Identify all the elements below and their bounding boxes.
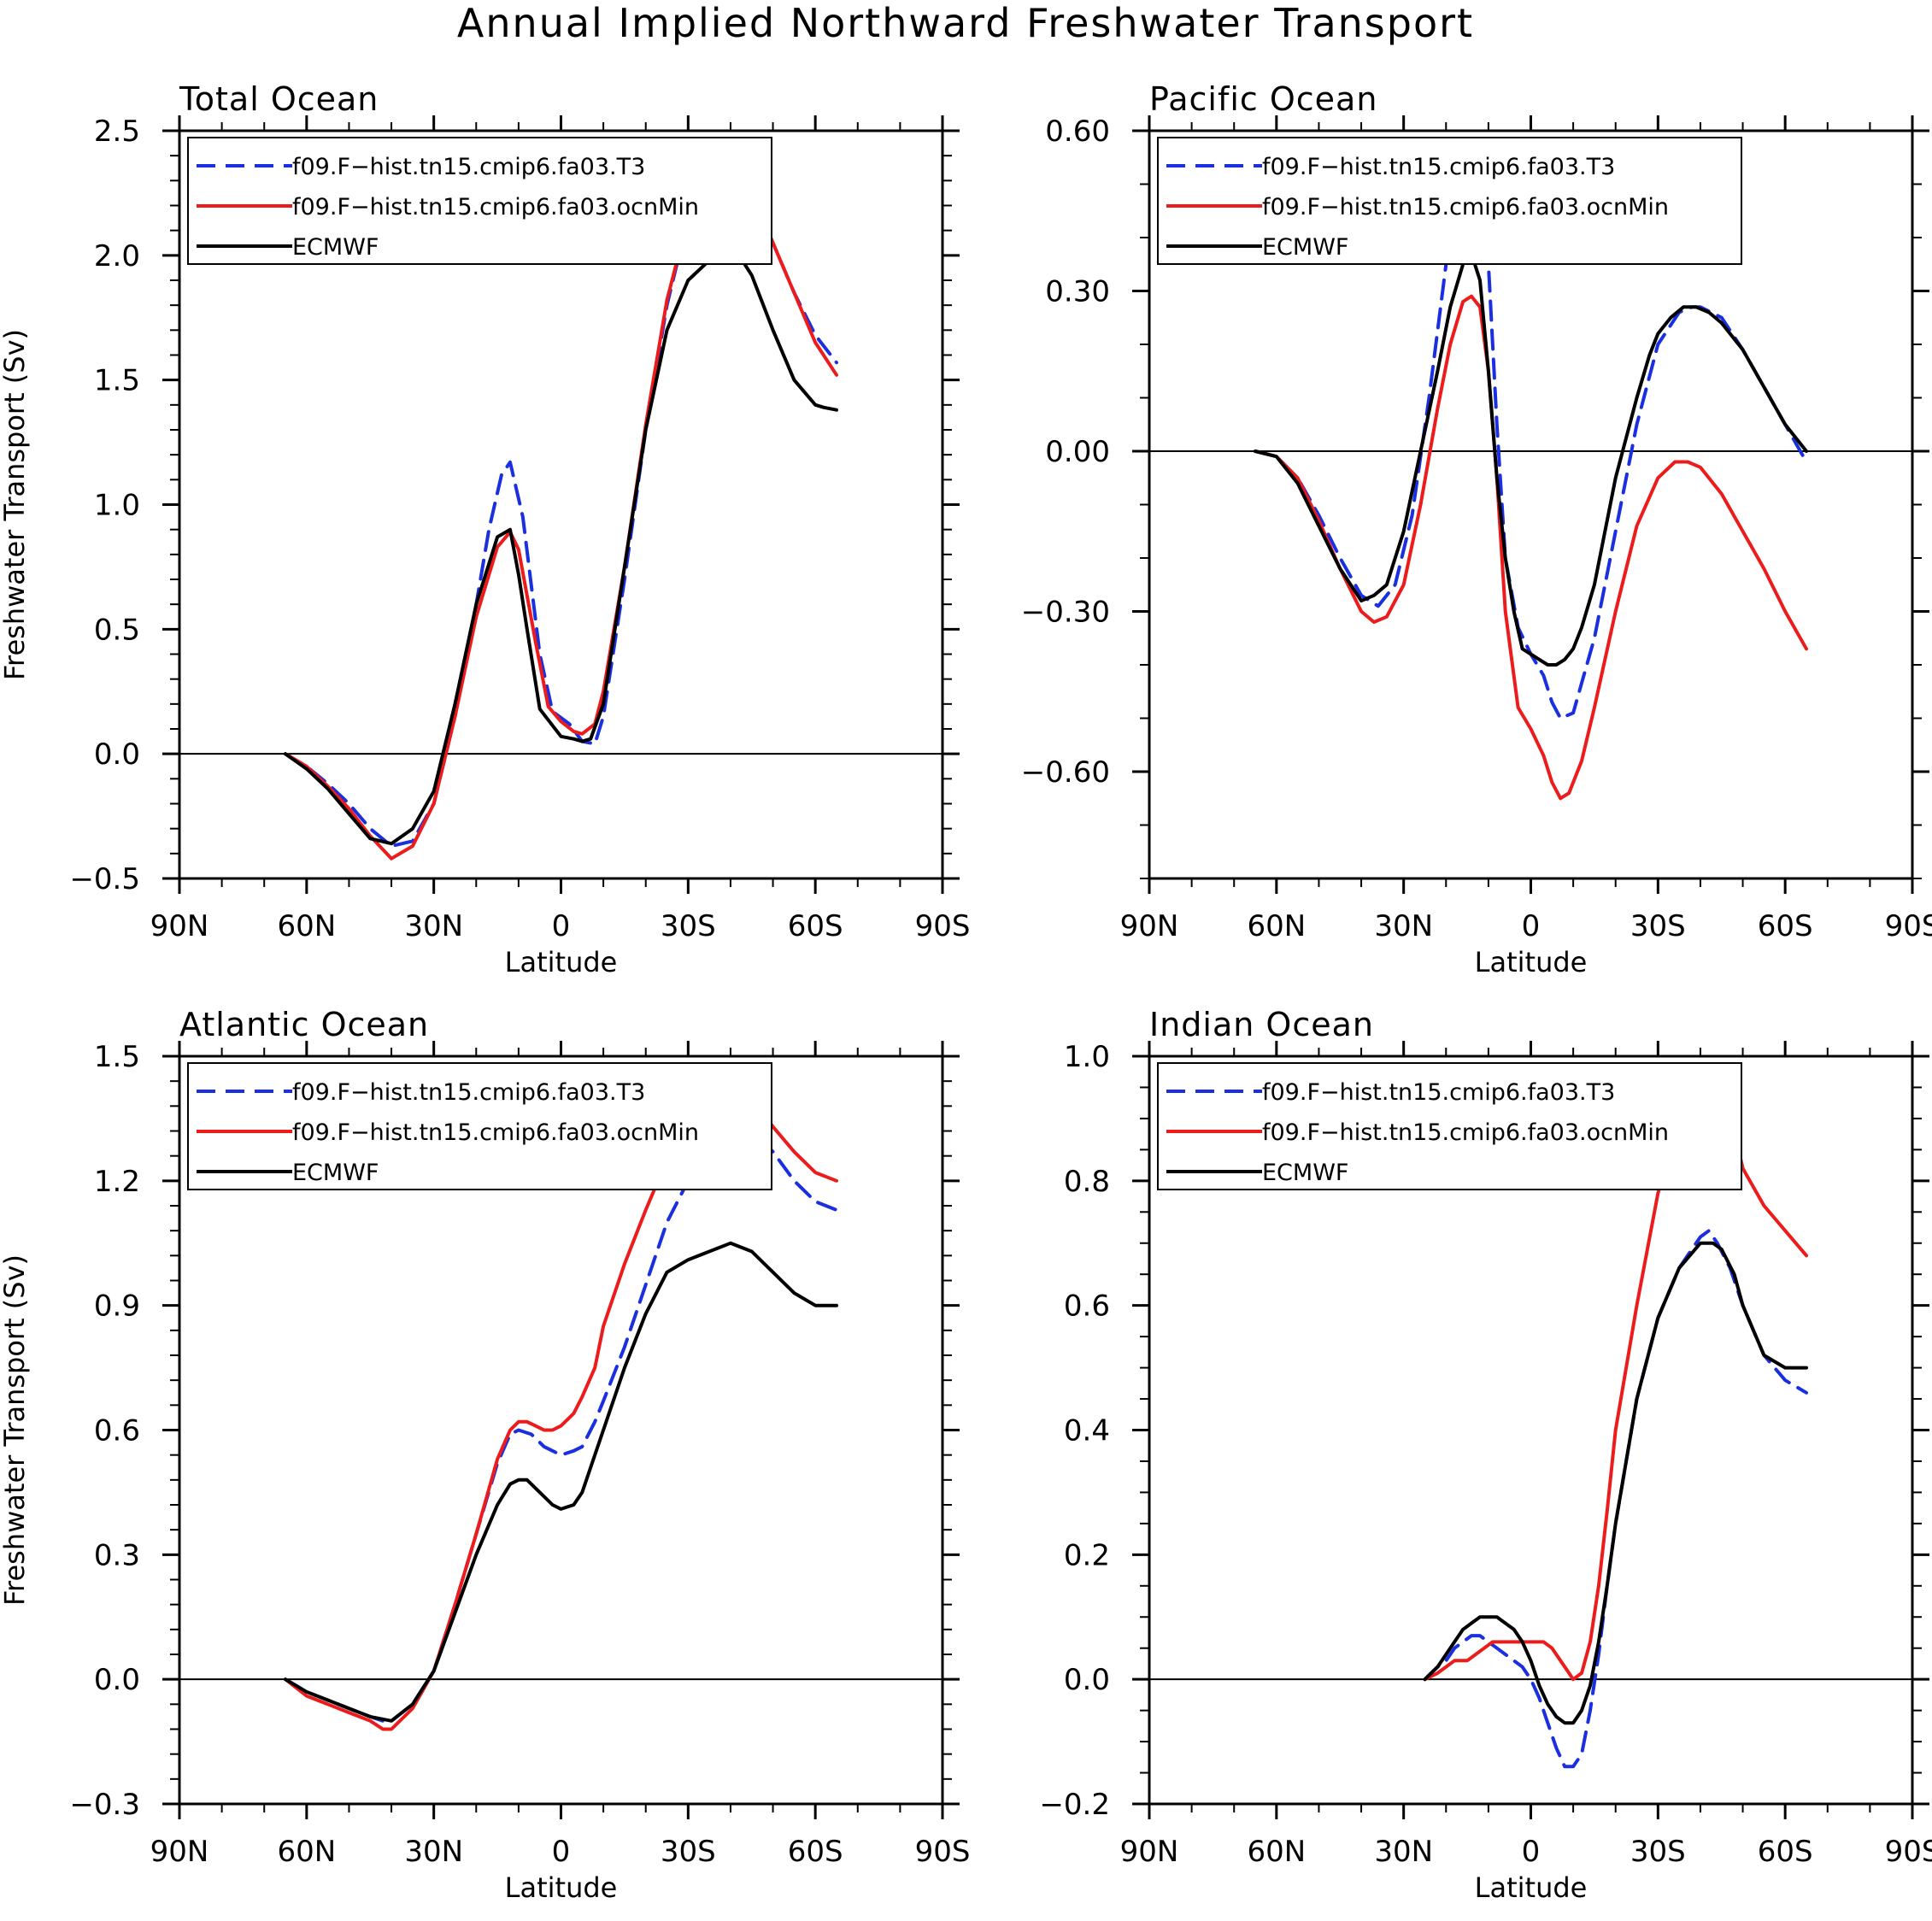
indian-ocean-panel: Indian Ocean 90N 60N 30N 0 30S 60S 90S −0.2 0.0 0.… (1039, 1006, 1932, 1904)
legend-label-ecmwf: ECMWF (1262, 1160, 1348, 1186)
legend-box (187, 137, 772, 265)
y-tick-label: 1.2 (94, 1165, 140, 1199)
total-ocean-panel: Total Ocean 90N 60N 30N 0 30S 60S 90S −0.5 0.0 0.5… (0, 80, 970, 978)
x-tick-label: 90S (915, 909, 971, 943)
atlantic-ocean-panel: Atlantic Ocean 90N 60N 30N 0 30S 60S 90S −0.3 0.0… (0, 1006, 970, 1904)
y-tick-label: 2.5 (94, 115, 140, 149)
y-tick-label: 0.4 (1064, 1414, 1110, 1448)
y-tick-label: 1.5 (94, 1040, 140, 1074)
y-tick-label: 0.9 (94, 1289, 140, 1324)
series-line-ocnmin (1254, 294, 1808, 801)
x-axis-label: Latitude (1475, 1871, 1588, 1904)
x-tick-label: 90S (915, 1835, 971, 1869)
legend-label-ocnmin: f09.F−hist.tn15.cmip6.fa03.ocnMin (292, 194, 699, 220)
x-tick-label: 0 (1522, 909, 1541, 943)
x-tick-label: 30N (1374, 909, 1433, 943)
x-tick-label: 60S (1758, 1835, 1813, 1869)
y-tick-label: 0.0 (94, 737, 140, 772)
legend-label-ocnmin: f09.F−hist.tn15.cmip6.fa03.ocnMin (1262, 194, 1669, 220)
y-tick-label: 1.5 (94, 364, 140, 398)
y-tick-label: 0.6 (94, 1414, 140, 1448)
panel-title: Pacific Ocean (1149, 80, 1377, 118)
x-tick-label: 30S (1630, 1835, 1686, 1869)
x-tick-label: 30S (1630, 909, 1686, 943)
x-tick-label: 60N (1247, 909, 1306, 943)
y-tick-label: 0.3 (94, 1538, 140, 1572)
panels-group: Total Ocean 90N 60N 30N 0 30S 60S 90S −0.5 0.0 0.5… (0, 80, 1932, 1904)
x-axis-label: Latitude (505, 1871, 618, 1904)
series-line-ecmwf (284, 1241, 838, 1723)
panel-title: Indian Ocean (1149, 1006, 1374, 1043)
x-tick-label: 30N (404, 1835, 463, 1869)
y-tick-label: 0.60 (1045, 115, 1110, 149)
x-tick-label: 90N (1120, 1835, 1179, 1869)
y-tick-label: 1.0 (94, 489, 140, 523)
x-tick-label: 60S (1758, 909, 1813, 943)
panel-title: Atlantic Ocean (179, 1006, 429, 1043)
series-line-t3 (284, 171, 838, 849)
y-tick-label: −0.5 (69, 862, 140, 896)
y-tick-label: 0.0 (1064, 1663, 1110, 1697)
y-axis-label: Freshwater Transport (Sv) (0, 1254, 31, 1606)
x-tick-label: 90S (1885, 909, 1932, 943)
series-line-ecmwf (1423, 1241, 1808, 1725)
y-tick-label: 1.0 (1064, 1040, 1110, 1074)
y-tick-label: 0.30 (1045, 275, 1110, 309)
x-axis-label: Latitude (505, 946, 618, 978)
y-tick-label: 0.6 (1064, 1289, 1110, 1324)
x-tick-label: 90N (150, 1835, 209, 1869)
y-axis-label: Freshwater Transport (Sv) (0, 329, 31, 680)
y-tick-label: −0.30 (1021, 596, 1110, 630)
y-tick-label: 0.00 (1045, 435, 1110, 469)
panel-title: Total Ocean (179, 80, 379, 118)
x-tick-label: 30S (661, 909, 716, 943)
legend-label-t3: f09.F−hist.tn15.cmip6.fa03.T3 (1262, 1079, 1615, 1106)
x-tick-label: 30N (1374, 1835, 1433, 1869)
y-tick-label: 2.0 (94, 239, 140, 273)
y-tick-label: 0.2 (1064, 1538, 1110, 1572)
y-tick-label: 0.5 (94, 613, 140, 647)
x-axis-label: Latitude (1475, 946, 1588, 978)
x-tick-label: 60N (1247, 1835, 1306, 1869)
y-tick-label: 0.8 (1064, 1165, 1110, 1199)
pacific-ocean-panel: Pacific Ocean 90N 60N 30N 0 30S 60S 90S −0.60 −0.… (1021, 80, 1932, 978)
x-tick-label: 0 (1522, 1835, 1541, 1869)
legend-label-ecmwf: ECMWF (292, 234, 379, 261)
legend-label-ocnmin: f09.F−hist.tn15.cmip6.fa03.ocnMin (292, 1119, 699, 1146)
figure-title: Annual Implied Northward Freshwater Tran… (457, 0, 1474, 46)
series-line-t3 (1423, 1229, 1808, 1769)
x-tick-label: 60S (788, 909, 843, 943)
y-tick-label: −0.60 (1021, 755, 1110, 790)
series-line-ecmwf (1254, 251, 1808, 667)
legend-label-t3: f09.F−hist.tn15.cmip6.fa03.T3 (292, 1079, 645, 1106)
y-tick-label: −0.3 (69, 1788, 140, 1822)
x-tick-label: 0 (552, 909, 571, 943)
series-line-ocnmin (284, 166, 838, 861)
legend-label-ocnmin: f09.F−hist.tn15.cmip6.fa03.ocnMin (1262, 1119, 1669, 1146)
series-line-ecmwf (284, 250, 838, 846)
x-tick-label: 30S (661, 1835, 716, 1869)
x-tick-label: 90S (1885, 1835, 1932, 1869)
x-tick-label: 90N (1120, 909, 1179, 943)
legend-label-ecmwf: ECMWF (292, 1160, 379, 1186)
legend-label-ecmwf: ECMWF (1262, 234, 1348, 261)
x-tick-label: 60N (277, 909, 336, 943)
x-tick-label: 60N (277, 1835, 336, 1869)
legend-box (1157, 1062, 1742, 1190)
x-tick-label: 0 (552, 1835, 571, 1869)
x-tick-label: 60S (788, 1835, 843, 1869)
legend-box (187, 1062, 772, 1190)
x-tick-label: 90N (150, 909, 209, 943)
y-tick-label: −0.2 (1039, 1788, 1110, 1822)
x-tick-label: 30N (404, 909, 463, 943)
legend-box (1157, 137, 1742, 265)
legend-label-t3: f09.F−hist.tn15.cmip6.fa03.T3 (292, 154, 645, 180)
y-tick-label: 0.0 (94, 1663, 140, 1697)
legend-label-t3: f09.F−hist.tn15.cmip6.fa03.T3 (1262, 154, 1615, 180)
